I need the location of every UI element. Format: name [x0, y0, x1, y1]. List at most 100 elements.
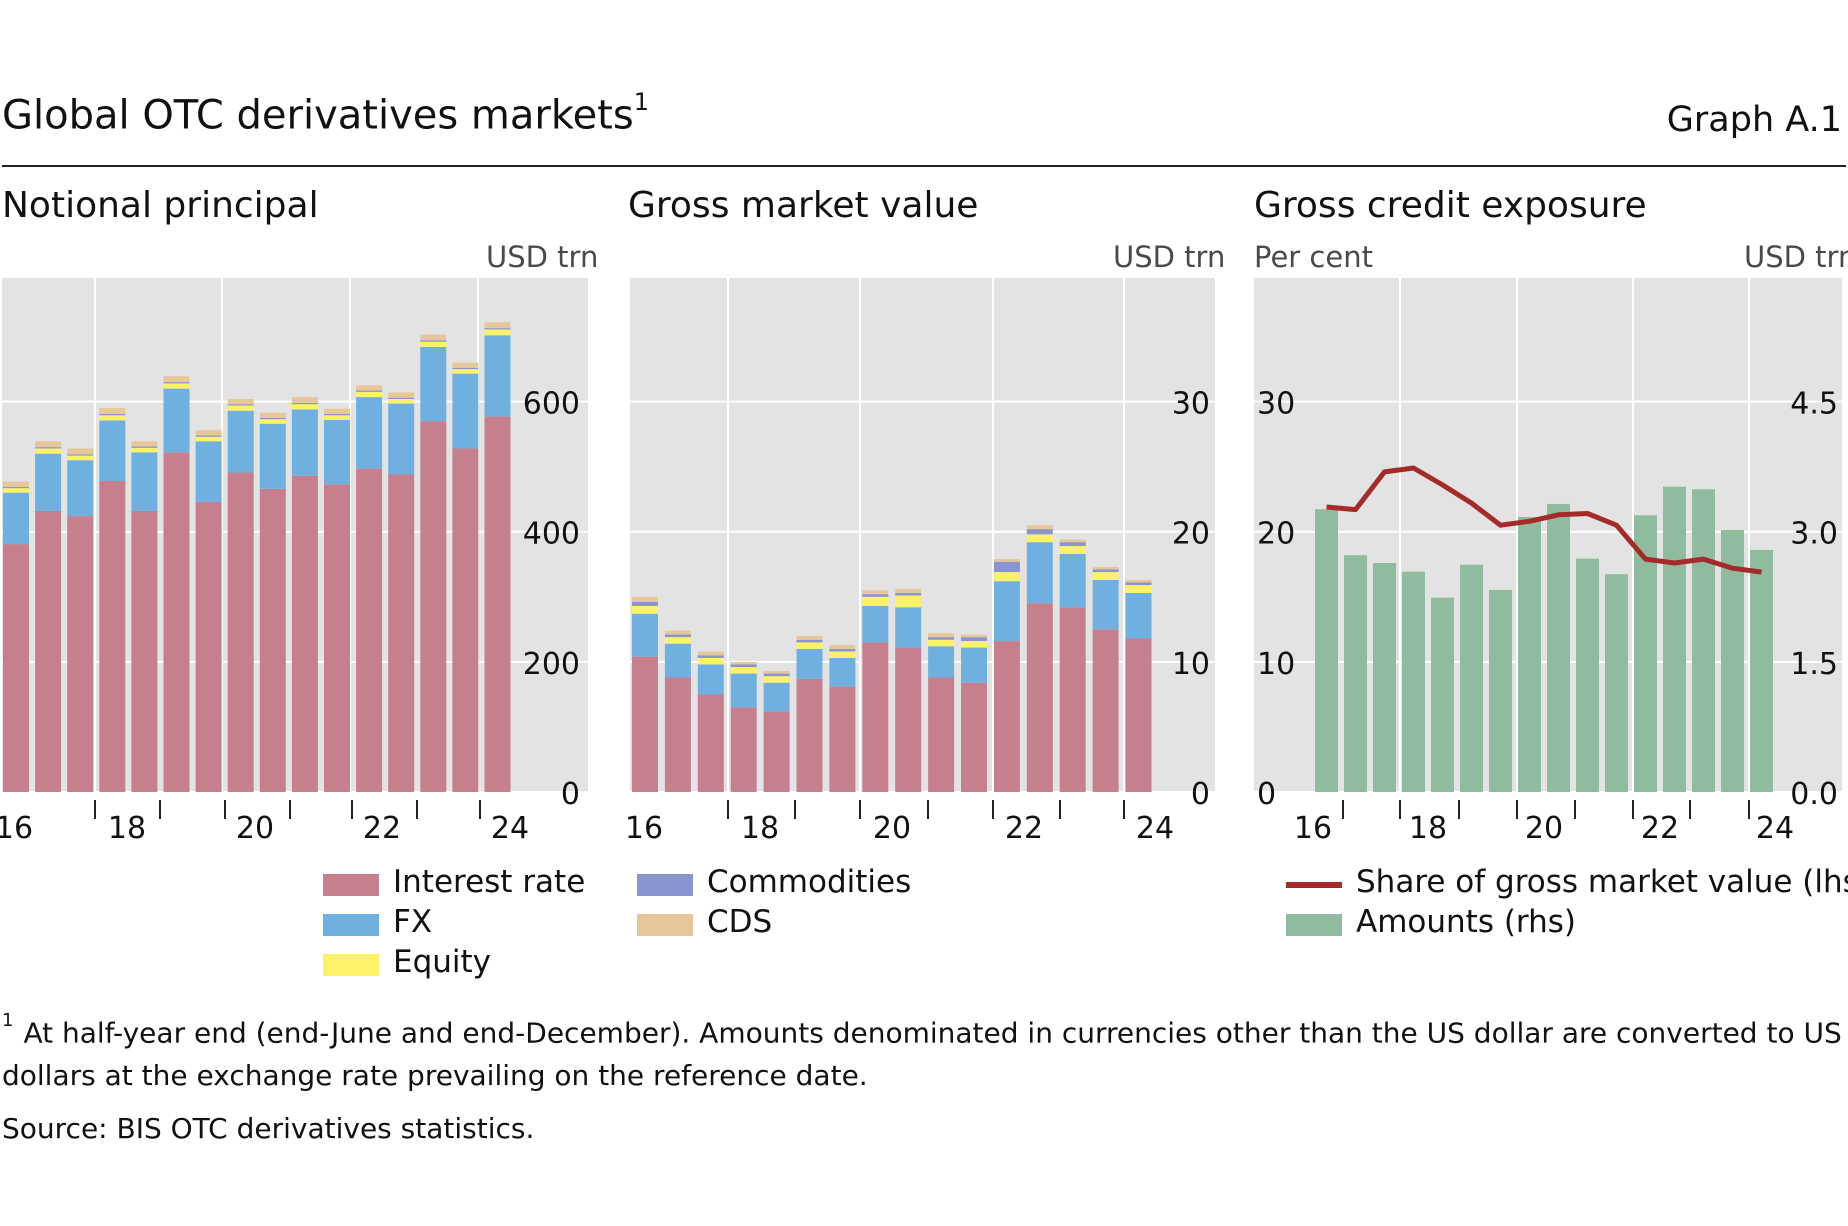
bar-gross-market-value-equity-14: [1092, 572, 1119, 580]
bar-notional-fx-0: [3, 492, 29, 545]
xtick-label-gross-market-value-3: 22: [1005, 811, 1043, 846]
bar-amounts-12: [1663, 486, 1686, 792]
bar-notional-interest-rate-12: [388, 474, 415, 792]
bar-gross-market-value-fx-14: [1092, 579, 1119, 630]
bar-notional-equity-6: [195, 436, 222, 442]
bar-notional-fx-8: [259, 423, 286, 489]
bar-gross-market-value-commodities-9: [928, 637, 955, 640]
ytick-label-gross-market-value-0: 0: [1191, 777, 1210, 812]
bar-amounts-2: [1373, 562, 1396, 792]
bar-notional-interest-rate-8: [259, 488, 286, 792]
bar-gross-market-value-equity-6: [829, 651, 856, 658]
footnote: 1 At half-year end (end-June and end-Dece…: [2, 1010, 1842, 1093]
ytick-label-right-2: 3.0: [1790, 517, 1838, 552]
chart-area: 0 200 400 600 16 18 20 22 24 0 10 20 30 16 18 20 22 24 0 10…: [0, 278, 1842, 846]
bar-notional-equity-1: [35, 448, 62, 454]
bar-gross-market-value-fx-15: [1125, 592, 1152, 639]
ytick-label-notional-3: 600: [523, 387, 580, 422]
bar-amounts-1: [1344, 555, 1367, 792]
bar-notional-equity-0: [3, 488, 29, 493]
bar-notional-commodities-3: [99, 413, 126, 416]
bar-notional-interest-rate-10: [324, 484, 350, 792]
bar-amounts-6: [1489, 589, 1512, 792]
bar-notional-commodities-15: [484, 328, 511, 330]
bar-notional-cds-2: [67, 448, 94, 455]
bar-gross-market-value-cds-4: [763, 670, 790, 674]
xtick-label-gross-market-value-0: 16: [625, 811, 663, 846]
bar-notional-commodities-5: [163, 382, 190, 384]
xtick-label-gross-credit-exposure-1: 18: [1409, 811, 1447, 846]
bar-gross-market-value-commodities-13: [1059, 542, 1086, 547]
bar-notional-commodities-2: [67, 454, 94, 456]
bar-notional-cds-8: [259, 412, 286, 418]
bar-notional-fx-11: [356, 397, 383, 469]
bar-notional-interest-rate-0: [3, 544, 29, 792]
bar-notional-commodities-13: [420, 340, 447, 342]
bar-gross-market-value-equity-4: [763, 676, 790, 683]
bar-notional-fx-3: [99, 420, 126, 481]
bar-gross-market-value-equity-2: [697, 657, 724, 665]
bar-notional-commodities-8: [259, 417, 286, 420]
bar-notional-interest-rate-9: [291, 475, 318, 792]
bar-notional-commodities-1: [35, 447, 62, 449]
bar-notional-equity-14: [452, 369, 479, 374]
ytick-label-left-0: 0: [1257, 777, 1276, 812]
bar-notional-equity-5: [163, 383, 190, 389]
legend-label-amounts: Amounts (rhs): [1356, 904, 1577, 940]
bar-gross-market-value-interest-rate-0: [632, 656, 658, 792]
bar-notional-fx-4: [131, 452, 158, 511]
xtick-label-gross-credit-exposure-4: 24: [1756, 811, 1794, 846]
bar-gross-market-value-cds-14: [1092, 566, 1119, 570]
unit-label-gross-market-value: USD trn: [1113, 240, 1226, 274]
bar-notional-equity-9: [291, 404, 318, 410]
bar-notional-equity-15: [484, 329, 511, 336]
ytick-label-notional-2: 400: [523, 517, 580, 552]
ytick-label-right-1: 1.5: [1790, 647, 1838, 682]
bar-notional-interest-rate-15: [484, 416, 511, 792]
bar-gross-market-value-equity-11: [993, 572, 1020, 582]
bar-gross-market-value-equity-15: [1125, 585, 1152, 593]
share-line: [1326, 465, 1762, 575]
unit-label-left-gce: Per cent: [1254, 240, 1373, 274]
bar-amounts-9: [1576, 558, 1599, 792]
bar-notional-interest-rate-11: [356, 468, 383, 792]
bar-gross-market-value-fx-1: [664, 643, 691, 678]
bar-notional-commodities-11: [356, 390, 383, 392]
legend-label-interest-rate: Interest rate: [393, 864, 586, 900]
bar-gross-market-value-commodities-4: [763, 673, 790, 677]
legend-swatch-interest-rate: [323, 874, 379, 896]
bar-gross-market-value-cds-13: [1059, 539, 1086, 543]
bar-notional-commodities-4: [131, 446, 158, 448]
bar-notional-interest-rate-13: [420, 421, 447, 792]
bar-gross-market-value-commodities-12: [1026, 529, 1053, 535]
xtick-label-gross-market-value-4: 24: [1136, 811, 1174, 846]
bar-notional-fx-12: [388, 403, 415, 475]
bar-gross-market-value-interest-rate-11: [993, 641, 1020, 792]
bar-amounts-5: [1460, 564, 1483, 792]
xtick-label-notional-2: 20: [236, 811, 274, 846]
bar-amounts-10: [1605, 574, 1628, 792]
ytick-label-gross-market-value-1: 10: [1172, 647, 1210, 682]
bar-notional-equity-8: [259, 419, 286, 424]
bar-notional-fx-10: [324, 419, 350, 485]
bar-gross-market-value-commodities-6: [829, 648, 856, 652]
bar-notional-fx-9: [291, 409, 318, 476]
legend-swatch-commodities: [637, 874, 693, 896]
bar-gross-market-value-fx-13: [1059, 553, 1086, 608]
bar-notional-equity-4: [131, 447, 158, 453]
legend-swatch-fx: [323, 914, 379, 936]
bar-gross-market-value-equity-10: [961, 641, 987, 648]
bar-notional-cds-15: [484, 322, 511, 329]
main-title: Global OTC derivatives markets1: [2, 88, 649, 139]
legend-label-cds: CDS: [707, 904, 773, 940]
bar-notional-commodities-7: [227, 404, 254, 406]
bar-notional-cds-1: [35, 441, 62, 448]
bar-gross-market-value-interest-rate-14: [1092, 629, 1119, 792]
bar-gross-market-value-commodities-2: [697, 655, 724, 658]
bar-gross-market-value-fx-6: [829, 657, 856, 687]
bar-gross-market-value-equity-5: [796, 642, 823, 649]
bar-amounts-7: [1518, 516, 1541, 792]
xtick-label-gross-credit-exposure-3: 22: [1641, 811, 1679, 846]
ytick-label-gross-market-value-3: 30: [1172, 387, 1210, 422]
bar-notional-commodities-0: [3, 486, 29, 489]
